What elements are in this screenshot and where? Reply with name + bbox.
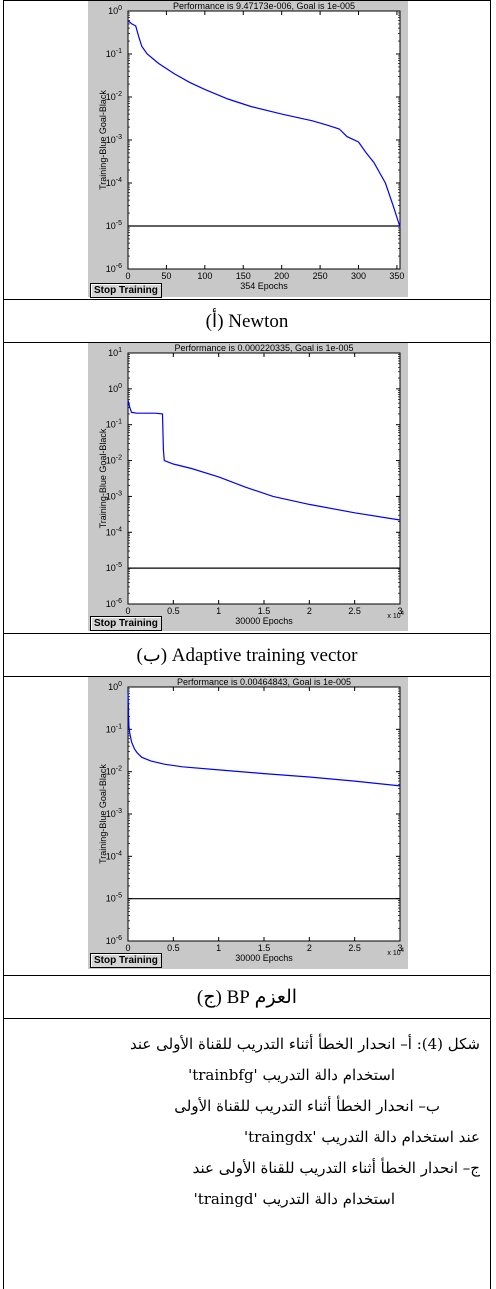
training-series-line [127, 20, 401, 228]
y-axis-label: Training-Blue Goal-Black [98, 90, 108, 190]
x-tick-label: 1.5 [258, 943, 271, 953]
x-tick-label: 2.5 [348, 606, 361, 616]
caption-c-text: العزم BP (ج) [196, 987, 298, 1008]
x-tick-label: 2 [307, 606, 312, 616]
x-tick-label: 2.5 [348, 943, 361, 953]
y-tick-label: 10-2 [106, 455, 122, 466]
stop-training-button[interactable]: Stop Training [90, 283, 162, 298]
y-tick-label: 10-5 [106, 220, 122, 231]
plot-area [127, 686, 401, 942]
figure-panel-b: Performance is 0.000220335, Goal is 1e-0… [88, 343, 408, 631]
chart-title: Performance is 0.000220335, Goal is 1e-0… [174, 343, 353, 353]
training-series-line [127, 399, 401, 521]
chart-group: Performance is 9.47173e-006, Goal is 1e-… [98, 1, 404, 291]
y-tick-label: 10-4 [106, 177, 122, 188]
y-tick-label: 10-5 [106, 893, 122, 904]
chart-group: Performance is 0.000220335, Goal is 1e-0… [98, 343, 405, 626]
x-tick-label: 150 [236, 271, 251, 281]
y-tick-label: 101 [108, 347, 122, 358]
training-chart-bp: Performance is 0.00464843, Goal is 1e-00… [98, 677, 405, 963]
y-tick-label: 10-5 [106, 562, 122, 573]
figure-cell-b: Performance is 0.000220335, Goal is 1e-0… [3, 342, 491, 634]
note-line-5: ج– انحدار الخطأ أثناء التدريب للقناة الأ… [192, 1159, 480, 1177]
x-tick-label: 350 [389, 271, 404, 281]
y-tick-label: 10-6 [106, 935, 122, 946]
x-axis-label: 30000 Epochs [235, 616, 293, 626]
plot-area [127, 10, 401, 270]
x-multiplier: x 104 [387, 611, 404, 620]
x-tick-label: 1.5 [258, 606, 271, 616]
y-tick-label: 10-4 [106, 850, 122, 861]
chart-group: Performance is 0.00464843, Goal is 1e-00… [98, 677, 405, 963]
x-tick-label: 0.5 [167, 943, 180, 953]
y-axis-label: Training-Blue Goal-Black [98, 764, 108, 864]
y-tick-label: 10-1 [106, 48, 122, 59]
x-tick-label: 50 [161, 271, 171, 281]
training-series-line [127, 691, 401, 787]
plot-area [127, 352, 401, 605]
y-axis-label: Training-Blue Goal-Black [98, 428, 108, 528]
note-line-4: عند استخدام دالة التدريب 'traingdx' [244, 1128, 480, 1146]
figure-note-cell: شكل (4): أ– انحدار الخطأ أثناء التدريب ل… [3, 1018, 491, 1289]
chart-title: Performance is 9.47173e-006, Goal is 1e-… [173, 1, 355, 11]
caption-c: العزم BP (ج) [3, 975, 491, 1019]
x-tick-label: 0 [125, 271, 130, 281]
x-tick-label: 1 [216, 943, 221, 953]
y-tick-label: 100 [108, 681, 122, 692]
chart-title: Performance is 0.00464843, Goal is 1e-00… [177, 677, 351, 687]
y-tick-label: 10-2 [106, 766, 122, 777]
x-tick-label: 250 [313, 271, 328, 281]
training-chart-adaptive: Performance is 0.000220335, Goal is 1e-0… [98, 343, 405, 626]
x-tick-label: 2 [307, 943, 312, 953]
y-tick-label: 10-3 [106, 808, 122, 819]
figure-panel-c: Performance is 0.00464843, Goal is 1e-00… [88, 677, 408, 969]
y-tick-label: 10-3 [106, 134, 122, 145]
note-line-2: استخدام دالة التدريب 'trainbfg' [188, 1066, 395, 1084]
caption-a-text: (أ) Newton [205, 311, 289, 332]
stop-training-button[interactable]: Stop Training [90, 616, 162, 631]
figure-cell-c: Performance is 0.00464843, Goal is 1e-00… [3, 676, 491, 976]
x-tick-label: 200 [274, 271, 289, 281]
x-tick-label: 3 [397, 943, 402, 953]
y-tick-label: 100 [108, 383, 122, 394]
note-line-3: ب– انحدار الخطأ أثناء التدريب للقناة الأ… [174, 1097, 440, 1115]
x-tick-label: 0 [125, 606, 130, 616]
y-tick-label: 10-4 [106, 526, 122, 537]
y-tick-label: 10-6 [106, 263, 122, 274]
y-tick-label: 10-1 [106, 723, 122, 734]
x-multiplier: x 104 [387, 948, 404, 957]
note-line-1: شكل (4): أ– انحدار الخطأ أثناء التدريب ل… [130, 1035, 480, 1053]
caption-b-text: (ب) Adaptive training vector [136, 645, 358, 666]
figure-cell-a: Performance is 9.47173e-006, Goal is 1e-… [3, 0, 491, 300]
stop-training-button[interactable]: Stop Training [90, 953, 162, 968]
note-line-6: استخدام دالة التدريب 'traingd' [193, 1190, 395, 1208]
x-tick-label: 300 [351, 271, 366, 281]
y-tick-label: 10-1 [106, 419, 122, 430]
y-tick-label: 10-2 [106, 91, 122, 102]
x-tick-label: 1 [216, 606, 221, 616]
x-tick-label: 0 [125, 943, 130, 953]
y-tick-label: 100 [108, 5, 122, 16]
x-axis-label: 354 Epochs [240, 281, 288, 291]
x-tick-label: 3 [397, 606, 402, 616]
x-tick-label: 0.5 [167, 606, 180, 616]
caption-a: (أ) Newton [3, 299, 491, 343]
y-tick-label: 10-6 [106, 598, 122, 609]
y-tick-label: 10-3 [106, 490, 122, 501]
caption-b: (ب) Adaptive training vector [3, 633, 491, 677]
training-chart-newton: Performance is 9.47173e-006, Goal is 1e-… [98, 1, 404, 291]
x-tick-label: 100 [197, 271, 212, 281]
x-axis-label: 30000 Epochs [235, 953, 293, 963]
figure-panel-a: Performance is 9.47173e-006, Goal is 1e-… [88, 1, 408, 298]
figure-note: شكل (4): أ– انحدار الخطأ أثناء التدريب ل… [12, 1029, 480, 1215]
